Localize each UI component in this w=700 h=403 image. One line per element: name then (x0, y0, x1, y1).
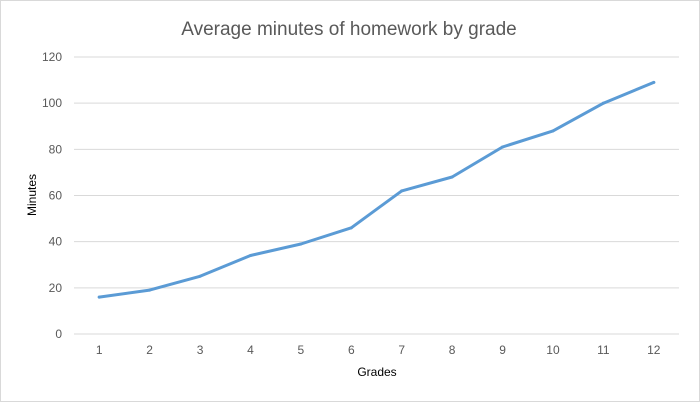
gridlines (74, 56, 679, 289)
y-tick-label: 100 (42, 96, 62, 110)
data-point (551, 129, 555, 133)
x-tick-label: 9 (499, 343, 506, 357)
y-axis-label: Minutes (25, 174, 39, 216)
data-points (97, 80, 656, 299)
x-tick-label: 2 (146, 343, 153, 357)
data-point (501, 145, 505, 149)
y-tick-label: 0 (55, 327, 62, 341)
x-tick-label: 4 (247, 343, 254, 357)
x-axis-label: Grades (357, 365, 396, 379)
x-tick-label: 5 (298, 343, 305, 357)
series-line (97, 80, 656, 299)
x-tick-label: 8 (449, 343, 456, 357)
data-point (198, 274, 202, 278)
data-point (450, 175, 454, 179)
x-tick-label: 3 (197, 343, 204, 357)
data-point (349, 226, 353, 230)
x-tick-label: 6 (348, 343, 355, 357)
y-tick-label: 80 (49, 142, 63, 156)
y-tick-label: 120 (42, 50, 62, 64)
data-point (601, 101, 605, 105)
data-point (97, 295, 101, 299)
data-point (400, 189, 404, 193)
data-point (652, 80, 656, 84)
x-tick-label: 12 (647, 343, 661, 357)
y-tick-label: 20 (49, 281, 63, 295)
data-point (299, 242, 303, 246)
y-tick-label: 60 (49, 189, 63, 203)
y-axis-ticks: 0 20 40 60 80 100 120 (42, 50, 62, 341)
x-tick-label: 1 (96, 343, 103, 357)
x-tick-label: 7 (398, 343, 405, 357)
y-tick-label: 40 (49, 235, 63, 249)
x-axis-ticks: 1 2 3 4 5 6 7 8 9 10 11 12 (96, 343, 661, 357)
data-point (148, 288, 152, 292)
chart-title: Average minutes of homework by grade (181, 19, 517, 40)
data-point (248, 254, 252, 258)
x-tick-label: 11 (597, 343, 610, 357)
x-tick-label: 10 (546, 343, 560, 357)
